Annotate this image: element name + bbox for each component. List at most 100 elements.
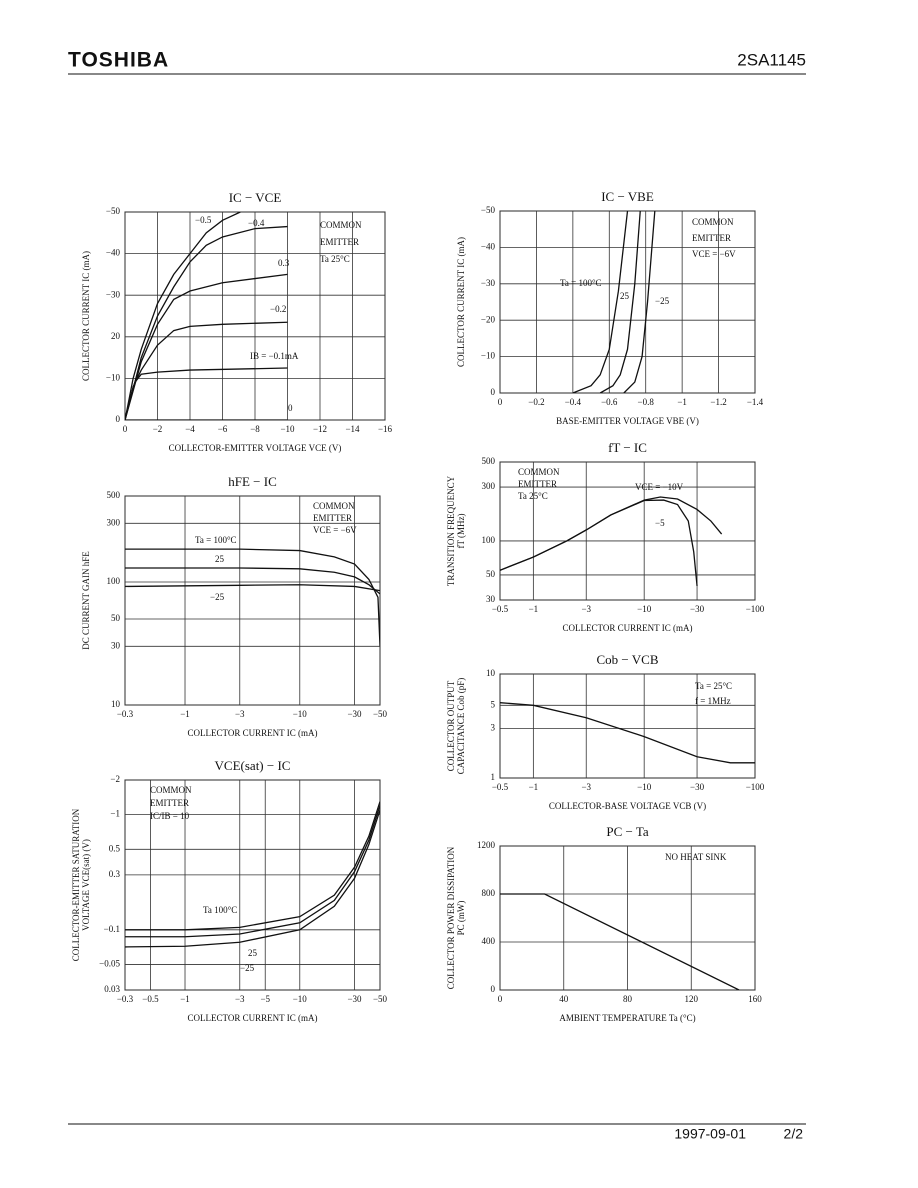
y-axis-label: fT (MHz) xyxy=(456,513,466,548)
y-tick-label: 800 xyxy=(482,888,496,898)
y-tick-label: −1 xyxy=(110,809,120,819)
y-axis-label: COLLECTOR-EMITTER SATURATION xyxy=(71,808,81,961)
series-label: Ta = 100°C xyxy=(195,535,237,545)
y-tick-label: 10 xyxy=(111,699,121,709)
series-label: IB = −0.1mA xyxy=(250,351,299,361)
x-tick-label: 120 xyxy=(685,994,699,1004)
annotation: f = 1MHz xyxy=(695,696,731,706)
y-tick-label: −40 xyxy=(106,248,121,258)
annotation: IC/IB = 10 xyxy=(150,811,190,821)
annotation: COMMON xyxy=(320,220,362,230)
series-label: Ta 100°C xyxy=(203,905,237,915)
y-tick-label: −20 xyxy=(481,314,496,324)
x-tick-label: −4 xyxy=(185,424,195,434)
annotation: EMITTER xyxy=(320,237,359,247)
series-group xyxy=(572,211,656,393)
series-label: −0.5 xyxy=(195,215,212,225)
x-tick-label: −16 xyxy=(378,424,393,434)
x-tick-label: −8 xyxy=(250,424,260,434)
x-tick-label: −1 xyxy=(677,397,687,407)
x-tick-label: 0 xyxy=(498,397,503,407)
y-axis-label: COLLECTOR OUTPUT xyxy=(446,680,456,771)
x-tick-label: −100 xyxy=(746,782,765,792)
x-tick-label: −30 xyxy=(347,709,362,719)
y-tick-label: −50 xyxy=(106,206,121,216)
series-label: 25 xyxy=(620,291,630,301)
x-tick-label: −1 xyxy=(529,782,539,792)
y-tick-label: 50 xyxy=(111,613,121,623)
annotation: EMITTER xyxy=(518,479,557,489)
y-axis-label: PC (mW) xyxy=(456,901,466,936)
series-label: VCE = −10V xyxy=(635,482,684,492)
y-axis-label: CAPACITANCE Cob (pF) xyxy=(456,678,466,774)
x-tick-label: −1.2 xyxy=(710,397,726,407)
x-tick-label: 160 xyxy=(748,994,762,1004)
x-tick-label: −0.3 xyxy=(117,994,134,1004)
y-tick-label: 300 xyxy=(107,517,121,527)
footer-page: 2/2 xyxy=(784,1126,804,1142)
x-tick-label: −3 xyxy=(581,604,591,614)
x-tick-label: −30 xyxy=(347,994,362,1004)
y-tick-label: 30 xyxy=(111,640,121,650)
series-label: 25 xyxy=(248,948,258,958)
series-line xyxy=(125,567,380,595)
x-tick-label: −3 xyxy=(235,709,245,719)
series-label: −25 xyxy=(655,296,670,306)
x-tick-label: −10 xyxy=(280,424,295,434)
y-tick-label: −30 xyxy=(106,289,121,299)
x-tick-label: −3 xyxy=(581,782,591,792)
series-label: −25 xyxy=(240,963,255,973)
annotation: COMMON xyxy=(150,785,192,795)
series-label: 25 xyxy=(215,554,225,564)
series-label: −0.2 xyxy=(270,304,286,314)
y-tick-label: −30 xyxy=(481,278,496,288)
annotation: EMITTER xyxy=(313,513,352,523)
x-tick-label: −3 xyxy=(235,994,245,1004)
y-axis-label: TRANSITION FREQUENCY xyxy=(446,475,456,586)
y-tick-label: 500 xyxy=(107,490,121,500)
y-tick-label: 400 xyxy=(482,936,496,946)
x-tick-label: −0.4 xyxy=(565,397,582,407)
series-line xyxy=(125,548,380,647)
series-group xyxy=(125,801,380,948)
x-tick-label: −0.5 xyxy=(492,604,509,614)
series-line xyxy=(500,702,755,764)
y-tick-label: 20 xyxy=(111,331,121,341)
x-tick-label: −12 xyxy=(313,424,327,434)
x-tick-label: −30 xyxy=(690,604,705,614)
y-tick-label: 50 xyxy=(486,569,496,579)
y-tick-label: −2 xyxy=(110,774,120,784)
x-tick-label: −1 xyxy=(180,709,190,719)
y-tick-label: 100 xyxy=(482,535,496,545)
brand: TOSHIBA xyxy=(68,49,169,72)
annotation: COMMON xyxy=(518,467,560,477)
y-tick-label: 5 xyxy=(491,699,496,709)
x-tick-label: −50 xyxy=(373,994,388,1004)
series-line xyxy=(572,211,629,393)
series-line xyxy=(125,809,380,948)
y-tick-label: 30 xyxy=(486,594,496,604)
series-label: −5 xyxy=(655,518,665,528)
x-tick-label: −5 xyxy=(260,994,270,1004)
annotation: NO HEAT SINK xyxy=(665,852,727,862)
x-axis-label: COLLECTOR-EMITTER VOLTAGE VCE (V) xyxy=(169,443,342,453)
chart-title: PC − Ta xyxy=(606,824,649,839)
x-tick-label: −0.8 xyxy=(638,397,655,407)
y-tick-label: 0 xyxy=(491,387,496,397)
y-tick-label: 1 xyxy=(491,772,496,782)
x-tick-label: 0 xyxy=(123,424,128,434)
x-axis-label: BASE-EMITTER VOLTAGE VBE (V) xyxy=(556,416,699,426)
x-tick-label: 80 xyxy=(623,994,633,1004)
series-line xyxy=(599,211,641,393)
series-group xyxy=(500,893,740,990)
series-line xyxy=(125,805,380,938)
x-tick-label: −0.5 xyxy=(142,994,159,1004)
series-line xyxy=(125,273,288,420)
x-tick-label: −1 xyxy=(529,604,539,614)
y-axis-label: DC CURRENT GAIN hFE xyxy=(81,551,91,650)
x-tick-label: −1.4 xyxy=(747,397,764,407)
series-label: −0.4 xyxy=(248,218,265,228)
x-axis-label: COLLECTOR CURRENT IC (mA) xyxy=(188,728,318,738)
x-tick-label: −50 xyxy=(373,709,388,719)
annotation: Ta 25°C xyxy=(518,491,548,501)
